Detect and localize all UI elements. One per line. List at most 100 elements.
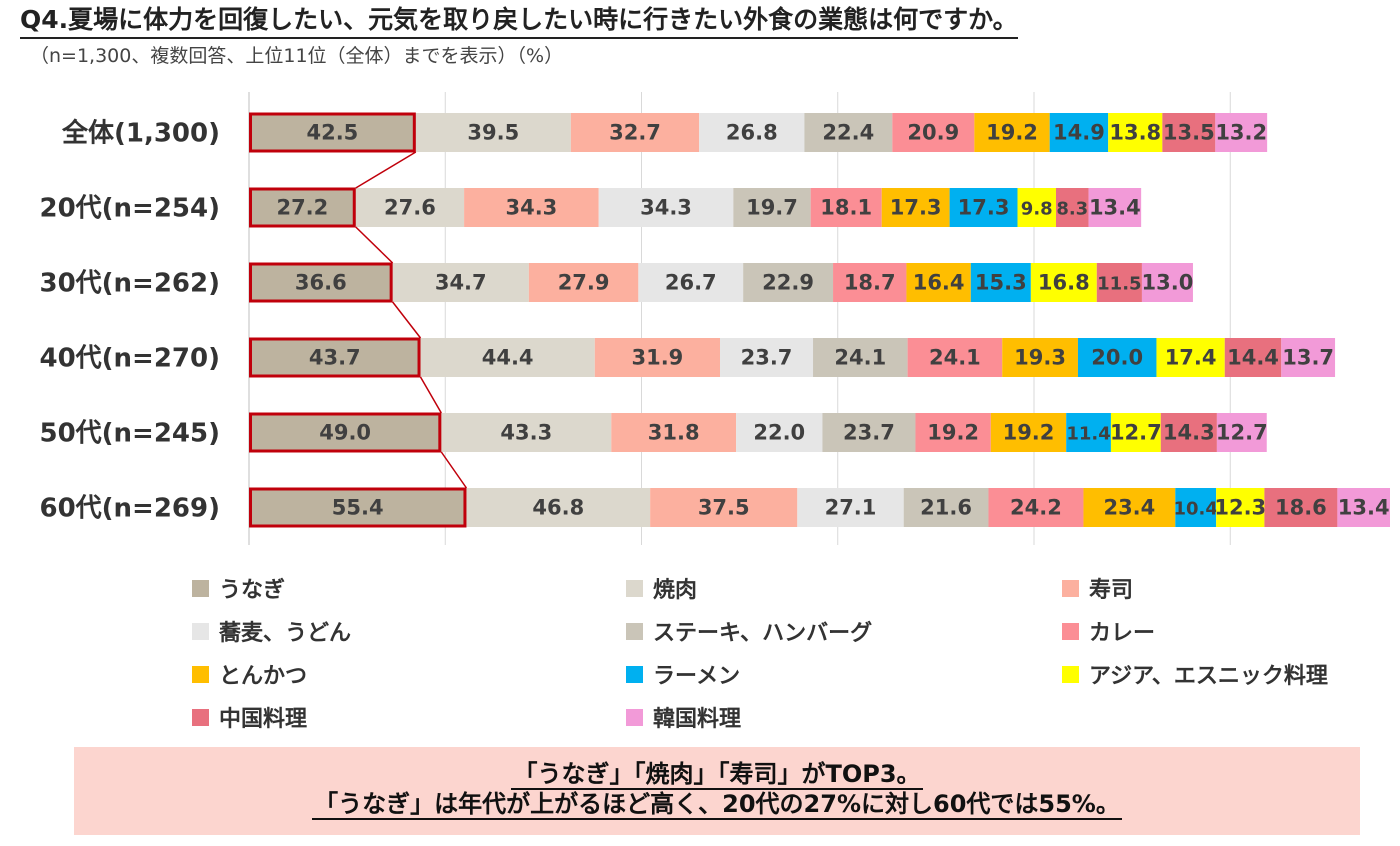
legend-label: 寿司 [1089,578,1134,603]
data-label: 46.8 [532,496,584,520]
data-label: 20.0 [1091,346,1143,370]
bar-segment [699,113,805,152]
legend-swatch [626,579,643,597]
data-label: 26.7 [665,271,717,295]
data-label: 17.3 [958,196,1010,220]
bar-segment [249,263,393,302]
data-label: 19.2 [986,121,1038,145]
bar-segment [464,188,599,227]
bar-segment [570,113,700,152]
data-label: 13.4 [1089,196,1141,220]
bar-segment [892,113,975,152]
data-label: 27.9 [558,271,610,295]
data-label: 19.3 [1014,346,1066,370]
data-label: 31.9 [631,346,683,370]
data-label: 18.6 [1275,496,1327,520]
bar-segment [1216,488,1265,527]
bar-segment [1088,188,1142,227]
data-label: 13.5 [1163,121,1215,145]
bar-segment [970,263,1031,302]
data-label: 11.4 [1066,424,1110,445]
bar-segment [355,188,465,227]
data-label: 19.7 [746,196,798,220]
bar-segment [1108,113,1163,152]
bar-segment [415,113,571,152]
data-label: 11.5 [1097,274,1141,295]
legend-swatch [626,708,643,726]
category-label: 30代(n=262) [39,269,220,299]
bar-segment [1049,113,1109,152]
legend-swatch [1062,622,1079,640]
bar-segment [1077,338,1157,377]
bar-segment [1337,488,1390,527]
bar-segment [990,413,1067,452]
bar-segment [1030,263,1097,302]
bar-segment [1066,413,1111,452]
bar-segment [797,488,904,527]
bar-segment [1264,488,1338,527]
data-label: 26.8 [726,121,778,145]
summary-note: 「うなぎ」「焼肉」「寿司」がTOP3。 「うなぎ」は年代が上がるほど高く、20代… [74,747,1360,835]
bar-segment [1160,413,1217,452]
bar-segment [881,188,950,227]
data-label: 20.9 [907,121,959,145]
bar-segment [392,263,529,302]
bar-segment [1215,113,1268,152]
category-label: 全体(1,300) [61,118,220,149]
stacked-bar-chart: 全体(1,300) 42.5 39.5 32.7 26.8 22.4 20.9 19.2 14.… [39,92,1390,545]
data-label: 13.8 [1109,121,1161,145]
legend-swatch [1062,579,1079,597]
legend-label: ステーキ、ハンバーグ [653,621,873,646]
bar-segment [804,113,893,152]
bar-segment [638,263,744,302]
legend-swatch [626,622,643,640]
bar-segment [974,113,1050,152]
legend-item: 中国料理 [192,701,307,733]
data-label: 12.7 [1216,421,1268,445]
legend-item: うなぎ [192,572,285,604]
data-label: 37.5 [698,496,750,520]
bar-segment [1055,188,1089,227]
bar-segment [903,488,989,527]
legend-swatch [1062,665,1079,683]
data-label: 13.4 [1338,496,1390,520]
bar-segment [249,338,421,377]
highlight-connector [355,226,394,264]
data-label: 13.7 [1282,346,1334,370]
summary-line-2: 「うなぎ」は年代が上がるほど高く、20代の27%に対し60代では55%。 [312,790,1122,820]
chart-subtitle: （n=1,300、複数回答、上位11位（全体）までを表示）（%） [30,45,564,67]
legend-swatch [192,665,209,683]
bar-segment [1162,113,1216,152]
category-label: 50代(n=245) [39,419,220,449]
data-label: 9.8 [1021,199,1053,220]
data-label: 12.3 [1214,496,1266,520]
legend-label: とんかつ [219,664,308,689]
data-label: 23.7 [843,421,895,445]
legend-label: うなぎ [219,578,286,603]
bar-segment [420,338,595,377]
legend-label: 焼肉 [653,578,698,603]
data-label: 32.7 [609,121,661,145]
bar-segment [1175,488,1217,527]
bar-segment [1110,413,1161,452]
data-label: 19.2 [927,421,979,445]
bar-segment [915,413,991,452]
bar-segment [441,413,612,452]
bar-segment [822,413,916,452]
legend-item: 韓国料理 [626,701,741,733]
bar-segment [1224,338,1282,377]
data-label: 49.0 [319,421,371,445]
legend-item: アジア、エスニック料理 [1062,658,1328,690]
highlight-box [249,412,442,453]
bar-segment [598,188,734,227]
data-label: 22.9 [762,271,814,295]
highlight-box [249,112,416,153]
bar-segment [906,263,971,302]
bar-segment [611,413,737,452]
data-label: 27.6 [384,196,436,220]
data-label: 43.3 [500,421,552,445]
legend-item: カレー [1062,615,1155,647]
data-label: 14.9 [1053,121,1105,145]
data-label: 14.3 [1163,421,1215,445]
data-label: 18.7 [844,271,896,295]
